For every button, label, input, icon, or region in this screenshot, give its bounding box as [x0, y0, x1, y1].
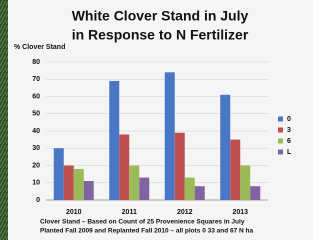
bar — [195, 186, 205, 200]
footnote: Planted Fall 2009 and Replanted Fall 201… — [40, 228, 254, 235]
footnote: Clover Stand – Based on Count of 25 Prov… — [40, 219, 245, 226]
y-tick-label: 20 — [32, 162, 40, 169]
chart-title: in Response to N Fertilizer — [72, 27, 249, 43]
y-tick-label: 50 — [32, 111, 40, 118]
bar — [230, 140, 240, 200]
bar — [109, 81, 119, 200]
y-tick-label: 80 — [32, 59, 40, 66]
bar — [84, 181, 94, 200]
legend-swatch — [278, 139, 283, 144]
x-tick-label: 2010 — [66, 209, 82, 216]
y-tick-label: 30 — [32, 145, 40, 152]
legend-label: 6 — [287, 138, 291, 145]
bar — [54, 148, 64, 200]
legend-swatch — [278, 150, 283, 155]
bar — [129, 166, 139, 201]
legend-swatch — [278, 128, 283, 133]
bar — [185, 178, 195, 200]
bar — [240, 166, 250, 201]
chart: White Clover Stand in July in Response t… — [0, 0, 313, 240]
legend-label: 0 — [287, 116, 291, 123]
side-strip — [0, 0, 8, 240]
x-tick-label: 2011 — [122, 209, 137, 216]
bar — [220, 95, 230, 200]
legend-label: 3 — [287, 127, 291, 134]
y-tick-label: 10 — [32, 180, 40, 187]
y-tick-label: 40 — [32, 128, 40, 135]
bar — [165, 72, 175, 200]
bar — [175, 133, 185, 200]
legend-label: L — [287, 149, 292, 156]
bar — [74, 169, 84, 200]
bar — [250, 186, 260, 200]
y-tick-label: 0 — [36, 197, 40, 204]
y-tick-label: 60 — [32, 93, 40, 100]
chart-title: White Clover Stand in July — [72, 8, 249, 24]
y-tick-label: 70 — [32, 76, 40, 83]
y-axis-label: % Clover Stand — [14, 44, 65, 51]
x-tick-label: 2013 — [232, 209, 248, 216]
x-tick-label: 2012 — [177, 209, 193, 216]
legend-swatch — [278, 117, 283, 122]
bar — [139, 178, 149, 200]
bar — [119, 134, 129, 200]
bar — [64, 166, 74, 201]
